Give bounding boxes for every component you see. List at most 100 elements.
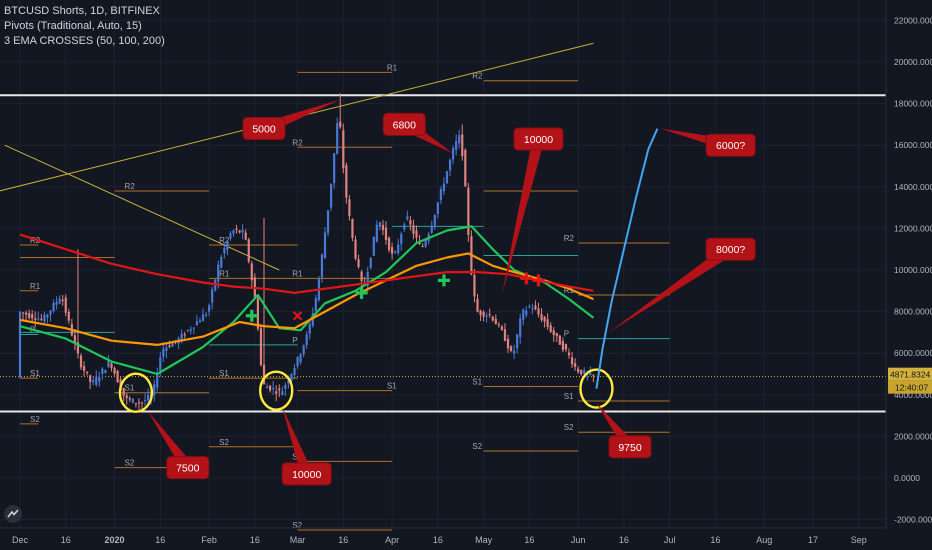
last-price-tag: 4871.8324 12:40:07	[888, 367, 932, 394]
candle-body	[403, 224, 406, 230]
candle-body	[278, 388, 281, 391]
candle-body	[561, 340, 564, 350]
candle-body	[528, 306, 531, 308]
candle-body	[180, 333, 183, 341]
callout-box	[705, 133, 756, 157]
callout-box	[608, 435, 652, 459]
x-tick-label: 16	[155, 535, 165, 545]
candle-body	[482, 311, 485, 317]
y-tick-label: 6000.0000	[894, 348, 932, 358]
candle-body	[546, 319, 549, 327]
candle-body	[159, 357, 162, 371]
candle-body	[552, 330, 555, 336]
pivot-label: P	[292, 336, 297, 345]
pivot-label: P	[564, 330, 569, 339]
callout-pointer	[608, 244, 735, 333]
candle-body	[244, 232, 247, 240]
pivot-label: R2	[219, 236, 230, 245]
time-axis[interactable]: Dec 16 2020 16 Feb 16 Mar 16 Apr 16 May 16 Jun 16 Jul 1…	[0, 527, 886, 545]
candle-body	[131, 398, 134, 403]
candle-body	[61, 299, 64, 302]
candle-body	[293, 368, 296, 376]
candle-body	[467, 187, 470, 235]
candle-body	[171, 343, 174, 347]
candle-body	[223, 247, 226, 254]
ema-line	[19, 233, 594, 294]
x-tick-label: 16	[619, 535, 629, 545]
y-tick-label: 4000.0000	[894, 390, 932, 400]
candle-body	[92, 380, 95, 382]
candle-body	[305, 334, 308, 346]
candle-body	[397, 244, 400, 254]
candle-body	[409, 220, 412, 225]
pivot-label: S1	[564, 392, 574, 401]
trend-line	[4, 144, 280, 271]
candle-body	[229, 233, 232, 239]
y-tick-label: 12000.0000	[894, 223, 932, 233]
pivots-indicator-label[interactable]: Pivots (Traditional, Auto, 15)	[4, 20, 142, 32]
candle-body	[439, 189, 442, 201]
pivot-label: R1	[292, 269, 303, 278]
candle-body	[37, 318, 40, 320]
candle-body	[67, 311, 70, 321]
callout-box	[513, 127, 564, 151]
candle-body	[574, 363, 577, 367]
candle-body	[369, 257, 372, 268]
candle-body	[442, 183, 446, 192]
candle-body	[391, 247, 394, 254]
candle-body	[86, 371, 89, 373]
candle-body	[104, 370, 107, 374]
candle-body	[537, 308, 540, 315]
candle-body	[433, 214, 436, 226]
candle-body	[40, 318, 43, 320]
pivot-label: S1	[219, 369, 229, 378]
pivot-label: R2	[564, 234, 575, 243]
candle-body	[549, 325, 552, 332]
ema-line	[19, 252, 594, 346]
candle-body	[336, 123, 339, 154]
ema-cross-plus-icon	[355, 286, 368, 299]
highlight-circles	[118, 368, 614, 413]
x-tick-label: Jul	[664, 535, 676, 545]
candle-body	[436, 202, 439, 214]
candle-body	[354, 239, 357, 259]
x-tick-label: 16	[338, 535, 348, 545]
candle-body	[46, 314, 49, 318]
candle-body	[543, 316, 546, 322]
symbol-title[interactable]: BTCUSD Shorts, 1D, BITFINEX	[4, 5, 160, 17]
candle-body	[98, 377, 101, 382]
candle-body	[509, 346, 513, 351]
candle-body	[95, 376, 98, 385]
candle-body	[522, 309, 525, 320]
y-tick-label: 20000.0000	[894, 57, 932, 67]
x-tick-label: May	[475, 535, 493, 545]
candle-body	[125, 395, 128, 398]
candle-body	[531, 308, 534, 310]
price-axis[interactable]: 22000.0000 20000.0000 18000.0000 16000.0000…	[885, 0, 932, 528]
x-tick-label: 16	[524, 535, 534, 545]
callout-box	[705, 237, 756, 261]
candle-body	[232, 230, 235, 234]
x-tick-label: 16	[250, 535, 260, 545]
candle-body	[58, 298, 61, 304]
candle-body	[455, 141, 458, 150]
y-tick-label: 18000.0000	[894, 99, 932, 109]
tradingview-logo-icon[interactable]	[4, 505, 22, 523]
pivot-label: R1	[387, 63, 398, 72]
x-tick-label: 16	[710, 535, 720, 545]
projection-curve	[595, 128, 659, 389]
ema-cross-plus-icon	[245, 309, 258, 322]
candle-body	[52, 302, 55, 312]
x-tick-label: 2020	[105, 535, 125, 545]
pivot-label: S2	[125, 459, 135, 468]
callout-pointer	[501, 137, 545, 295]
candle-body	[479, 310, 482, 315]
candle-body	[461, 134, 464, 157]
candle-body	[351, 218, 354, 238]
x-tick-label: Sep	[851, 535, 867, 545]
ema-indicator-label[interactable]: 3 EMA CROSSES (50, 100, 200)	[4, 35, 165, 47]
y-tick-label: 14000.0000	[894, 182, 932, 192]
pivot-label: R1	[219, 269, 230, 278]
candle-body	[220, 256, 223, 268]
